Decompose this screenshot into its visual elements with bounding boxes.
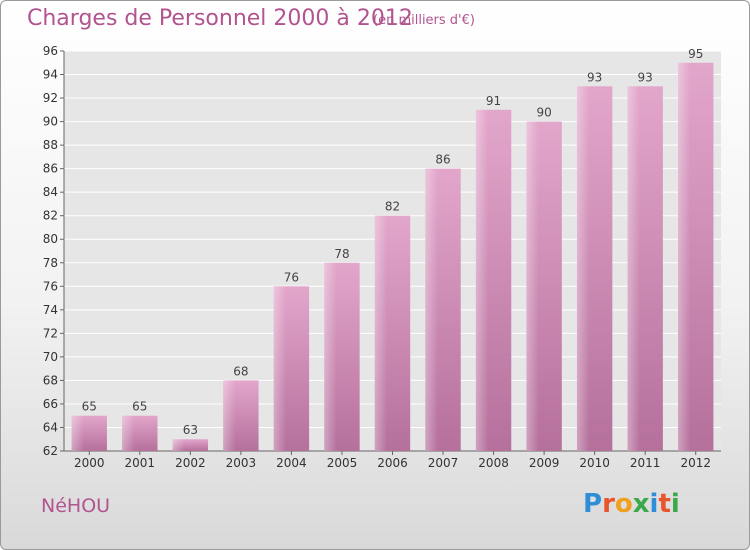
y-tick-label: 66 bbox=[43, 397, 58, 411]
logo-letter: x bbox=[632, 489, 650, 519]
bar-highlight-2006 bbox=[374, 215, 388, 451]
bar-highlight-2003 bbox=[223, 380, 236, 451]
data-label-2008: 91 bbox=[486, 94, 501, 108]
y-tick-label: 76 bbox=[43, 279, 58, 293]
y-tick-label: 88 bbox=[43, 138, 58, 152]
y-tick-label: 80 bbox=[43, 232, 58, 246]
x-tick-label-2011: 2011 bbox=[630, 456, 661, 470]
y-tick-label: 84 bbox=[43, 185, 58, 199]
y-tick-label: 96 bbox=[43, 44, 58, 58]
bar-highlight-2008 bbox=[475, 109, 489, 451]
data-label-2002: 63 bbox=[183, 423, 198, 437]
bar-highlight-2000 bbox=[71, 415, 84, 451]
bar-highlight-2001 bbox=[122, 415, 135, 451]
bar-2002 bbox=[172, 439, 209, 451]
y-tick-label: 72 bbox=[43, 326, 58, 340]
logo-letter: P bbox=[583, 489, 603, 519]
x-tick-label-2004: 2004 bbox=[276, 456, 307, 470]
x-tick-label-2008: 2008 bbox=[478, 456, 509, 470]
chart-subtitle: (en milliers d'€) bbox=[373, 13, 475, 28]
data-label-2011: 93 bbox=[638, 70, 653, 84]
x-tick-label-2005: 2005 bbox=[327, 456, 358, 470]
bar-highlight-2010 bbox=[576, 86, 590, 451]
y-tick-label: 78 bbox=[43, 256, 58, 270]
data-label-2005: 78 bbox=[334, 247, 349, 261]
logo-letter: r bbox=[602, 489, 615, 519]
data-label-2007: 86 bbox=[435, 153, 450, 167]
y-tick-label: 70 bbox=[43, 350, 58, 364]
bar-highlight-2007 bbox=[425, 168, 438, 451]
y-tick-label: 74 bbox=[43, 303, 58, 317]
x-tick-label-2012: 2012 bbox=[680, 456, 711, 470]
data-label-2006: 82 bbox=[385, 200, 400, 214]
data-label-2004: 76 bbox=[284, 270, 299, 284]
commune-name: NéHOU bbox=[41, 495, 111, 517]
data-label-2001: 65 bbox=[132, 400, 147, 414]
x-tick-label-2010: 2010 bbox=[579, 456, 610, 470]
y-tick-label: 68 bbox=[43, 373, 58, 387]
logo-letter: o bbox=[614, 489, 633, 519]
x-tick-label-2001: 2001 bbox=[125, 456, 156, 470]
bar-highlight-2009 bbox=[526, 121, 539, 452]
x-tick-label-2006: 2006 bbox=[377, 456, 408, 470]
y-tick-label: 92 bbox=[43, 91, 58, 105]
data-label-2009: 90 bbox=[536, 106, 551, 120]
x-tick-label-2000: 2000 bbox=[74, 456, 105, 470]
y-tick-label: 64 bbox=[43, 420, 58, 434]
bar-highlight-2002 bbox=[172, 439, 186, 451]
bar-highlight-2004 bbox=[273, 286, 287, 451]
proxiti-logo[interactable]: Proxiti bbox=[583, 489, 680, 519]
data-label-2010: 93 bbox=[587, 70, 602, 84]
logo-letter: i bbox=[670, 489, 680, 519]
y-tick-label: 94 bbox=[43, 68, 58, 82]
logo-letter: i bbox=[649, 489, 659, 519]
data-label-2000: 65 bbox=[82, 400, 97, 414]
x-tick-label-2009: 2009 bbox=[529, 456, 560, 470]
chart-title: Charges de Personnel 2000 à 2012 bbox=[27, 6, 413, 31]
x-tick-label-2007: 2007 bbox=[428, 456, 459, 470]
y-tick-label: 90 bbox=[43, 115, 58, 129]
bar-highlight-2012 bbox=[678, 62, 691, 451]
x-tick-label-2003: 2003 bbox=[226, 456, 257, 470]
x-tick-label-2002: 2002 bbox=[175, 456, 206, 470]
bar-highlight-2005 bbox=[324, 262, 337, 451]
data-label-2003: 68 bbox=[233, 364, 248, 378]
y-tick-label: 86 bbox=[43, 162, 58, 176]
logo-letter: t bbox=[658, 489, 671, 519]
y-tick-label: 62 bbox=[43, 444, 58, 458]
data-label-2012: 95 bbox=[688, 47, 703, 61]
bar-highlight-2011 bbox=[627, 86, 640, 451]
y-tick-label: 82 bbox=[43, 209, 58, 223]
